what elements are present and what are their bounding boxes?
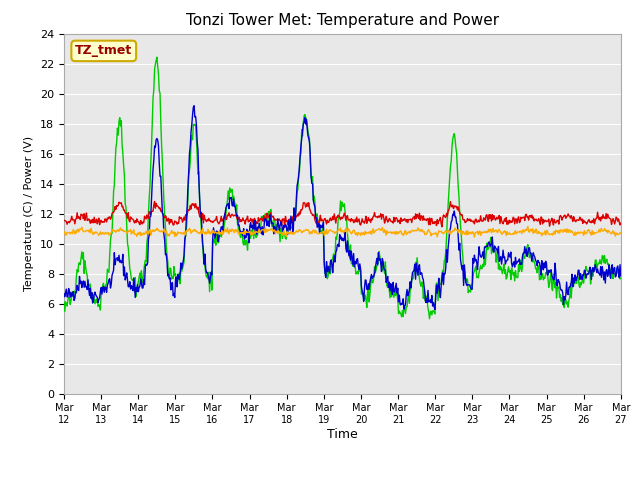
Title: Tonzi Tower Met: Temperature and Power: Tonzi Tower Met: Temperature and Power — [186, 13, 499, 28]
X-axis label: Time: Time — [327, 428, 358, 441]
Text: TZ_tmet: TZ_tmet — [75, 44, 132, 58]
Y-axis label: Temperature (C) / Power (V): Temperature (C) / Power (V) — [24, 136, 35, 291]
